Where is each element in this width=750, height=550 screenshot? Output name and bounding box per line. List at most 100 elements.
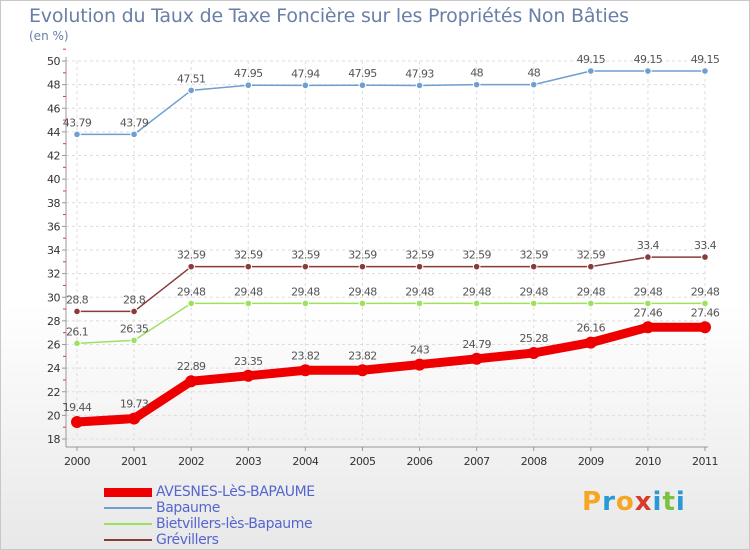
- legend-item: Bapaume: [104, 500, 315, 516]
- data-label: 48: [527, 67, 540, 80]
- x-tick-label: 2011: [692, 455, 718, 468]
- x-tick-label: 2003: [235, 455, 261, 468]
- data-point: [130, 307, 138, 316]
- data-point: [472, 80, 481, 89]
- data-label: 32.59: [519, 249, 548, 262]
- legend-label: Bietvillers-lès-Bapaume: [156, 516, 313, 532]
- y-tick-label: 46: [47, 102, 60, 115]
- data-label: 24.79: [462, 338, 491, 351]
- data-point: [701, 253, 709, 261]
- x-tick-label: 2009: [578, 455, 604, 468]
- data-point: [529, 299, 538, 308]
- data-label: 32.59: [234, 249, 263, 262]
- legend-item: AVESNES-LèS-BAPAUME: [104, 484, 315, 500]
- data-point: [699, 321, 711, 334]
- data-point: [415, 262, 424, 271]
- legend-label: Grévillers: [156, 532, 219, 548]
- legend-swatch: [104, 539, 152, 541]
- data-point: [242, 369, 255, 382]
- data-label: 32.59: [291, 249, 320, 262]
- data-point: [128, 412, 141, 425]
- data-point: [185, 375, 198, 388]
- data-label: 32.59: [177, 249, 206, 262]
- y-tick-label: 44: [47, 126, 60, 139]
- data-point: [529, 262, 538, 271]
- series-line: [76, 302, 705, 345]
- y-tick-label: 32: [47, 268, 60, 281]
- y-tick-label: 38: [47, 197, 60, 210]
- data-point: [187, 86, 195, 95]
- data-point: [587, 299, 595, 308]
- chart-title: Evolution du Taux de Taxe Foncière sur l…: [29, 5, 629, 27]
- data-point: [244, 81, 253, 90]
- data-label: 29.48: [519, 285, 548, 298]
- logo-letter: r: [602, 487, 616, 517]
- y-tick-label: 26: [47, 339, 60, 352]
- data-point: [301, 299, 310, 308]
- data-point: [244, 299, 253, 308]
- data-point: [73, 130, 81, 139]
- data-label: 19.44: [63, 401, 92, 414]
- legend-item: Bietvillers-lès-Bapaume: [104, 516, 315, 532]
- data-label: 32.59: [405, 249, 434, 262]
- data-label: 29.48: [405, 285, 434, 298]
- data-label: 23.35: [234, 355, 263, 368]
- data-label: 243: [410, 344, 430, 357]
- data-label: 29.48: [577, 285, 606, 298]
- data-point: [73, 339, 81, 348]
- y-tick-label: 24: [47, 362, 60, 375]
- data-label: 29.48: [462, 285, 491, 298]
- data-point: [587, 67, 595, 75]
- data-label: 29.48: [177, 285, 206, 298]
- data-point: [644, 299, 652, 308]
- data-label: 47.94: [291, 67, 320, 80]
- data-label: 26.35: [120, 322, 149, 335]
- data-label: 23.82: [348, 349, 377, 362]
- data-point: [701, 299, 709, 308]
- series-line: [76, 322, 705, 427]
- data-point: [470, 352, 483, 365]
- data-label: 47.51: [177, 72, 206, 85]
- series-1: 43.79 43.79 47.51 47.95 47.94 47.95 47.93 48 48 4…: [63, 53, 720, 139]
- data-point: [71, 415, 83, 428]
- proxiti-logo: Proxiti: [582, 487, 686, 517]
- data-label: 29.48: [291, 285, 320, 298]
- y-tick-label: 40: [47, 173, 60, 186]
- data-point: [529, 80, 538, 89]
- x-tick-label: 2010: [635, 455, 661, 468]
- data-point: [187, 262, 195, 271]
- y-tick-label: 48: [47, 79, 60, 92]
- data-point: [187, 299, 195, 308]
- data-label: 26.1: [66, 325, 88, 338]
- data-label: 33.4: [694, 239, 717, 252]
- data-point: [413, 358, 426, 371]
- y-axis-unit: (en %): [29, 29, 69, 43]
- data-label: 47.95: [348, 67, 377, 80]
- data-label: 28.8: [66, 293, 89, 306]
- data-label: 27.46: [634, 306, 663, 319]
- data-label: 28.8: [123, 293, 146, 306]
- data-point: [644, 253, 652, 261]
- x-tick-label: 2007: [464, 455, 490, 468]
- data-label: 43.79: [63, 116, 92, 129]
- data-point: [472, 262, 481, 271]
- series-3: 28.8 28.8 32.59 32.59 32.59 32.59 32.59 32.59 32…: [66, 239, 717, 316]
- data-point: [73, 307, 81, 316]
- data-label: 47.93: [405, 67, 434, 80]
- logo-letter: x: [634, 487, 653, 517]
- x-tick-label: 2004: [292, 455, 318, 468]
- data-point: [358, 299, 367, 308]
- data-label: 25.28: [519, 332, 548, 345]
- x-tick-label: 2008: [521, 455, 547, 468]
- y-tick-label: 28: [47, 315, 60, 328]
- y-tick-label: 42: [47, 150, 60, 163]
- y-tick-label: 30: [47, 291, 60, 304]
- y-tick-label: 20: [47, 409, 60, 422]
- x-tick-label: 2001: [121, 455, 147, 468]
- data-point: [130, 336, 138, 345]
- legend-label: Bapaume: [156, 500, 220, 516]
- data-label: 29.48: [234, 285, 263, 298]
- data-label: 48: [470, 67, 483, 80]
- data-label: 32.59: [462, 249, 491, 262]
